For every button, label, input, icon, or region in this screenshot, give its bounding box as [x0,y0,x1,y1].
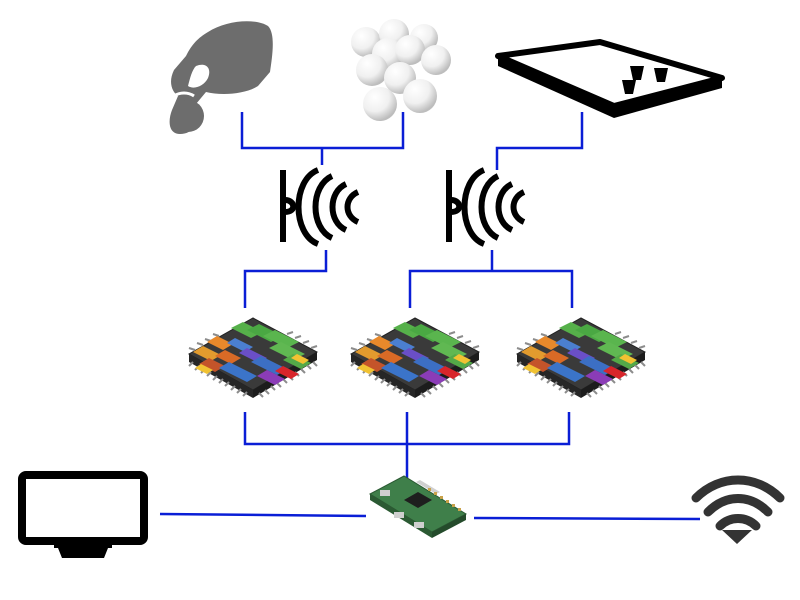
microcontroller-chip-icon [516,317,646,399]
raspberry-pi-zero-board-icon [368,475,468,538]
wire-board-to-monitor [159,512,367,518]
wire-board-to-wifi [473,516,701,521]
monitor-icon [18,471,148,558]
microcontroller-chip-icon [350,317,480,399]
wire-table-to-sensor-2 [495,112,584,170]
hand-holding-ball-icon [169,21,273,135]
wifi-icon [691,475,785,544]
wire-sensor-2-to-chips [408,269,574,308]
connection-wires [159,112,701,521]
ultrasonic-sensor-icon [280,167,360,247]
ultrasonic-sensor-icon [446,167,526,247]
ping-pong-balls-icon [351,19,451,121]
wire-sensor-1-to-chip-1 [243,250,328,308]
beer-pong-table-icon [495,39,725,118]
microcontroller-chip-icon [188,317,318,399]
